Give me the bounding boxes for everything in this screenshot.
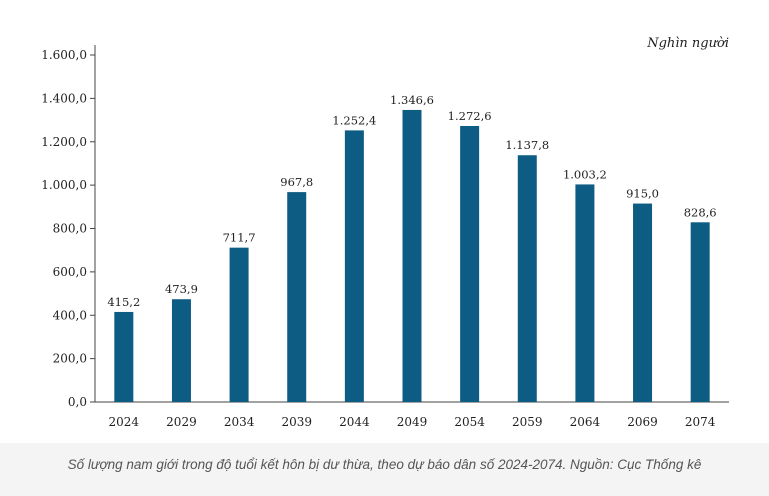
y-tick-label: 1.600,0 [41, 48, 87, 62]
y-tick-label: 0,0 [68, 395, 87, 409]
data-label-2059: 1.137,8 [505, 138, 549, 152]
figure-caption: Số lượng nam giới trong độ tuổi kết hôn … [67, 457, 702, 472]
x-axis: 2024 2029 2034 2039 2044 2049 2054 2059 2064 2069… [95, 401, 729, 429]
y-tick-label: 200,0 [53, 352, 87, 366]
bar-2034 [229, 247, 249, 402]
y-tick-label: 400,0 [53, 308, 87, 322]
x-tick-label-2029: 2029 [166, 415, 197, 429]
bar-2029 [171, 299, 191, 402]
x-tick-label-2049: 2049 [397, 415, 428, 429]
data-labels: 415,2 473,9 711,7 967,8 1.252,4 1.346,6 1.272,… [107, 93, 716, 309]
bar-2059 [517, 155, 537, 402]
unit-label: Nghìn người [646, 36, 729, 51]
data-label-2039: 967,8 [280, 175, 313, 189]
chart-frame: Nghìn người 0,0 200,0 400,0 600,0 800,0 1.000… [5, 0, 764, 444]
data-label-2034: 711,7 [223, 231, 256, 245]
x-tick-label-2064: 2064 [570, 415, 601, 429]
data-label-2029: 473,9 [165, 282, 198, 296]
bar-2064 [575, 184, 595, 402]
bars [114, 109, 710, 403]
bar-2024 [114, 311, 134, 402]
x-tick-label-2024: 2024 [109, 415, 140, 429]
x-tick-label-2039: 2039 [281, 415, 312, 429]
bar-2074 [690, 222, 710, 402]
bar-2069 [633, 203, 653, 402]
data-label-2064: 1.003,2 [563, 167, 607, 181]
x-tick-label-2074: 2074 [685, 415, 716, 429]
y-tick-label: 800,0 [53, 222, 87, 236]
bar-2044 [344, 130, 364, 403]
bar-2049 [402, 109, 422, 403]
data-label-2044: 1.252,4 [332, 113, 376, 127]
y-tick-label: 1.200,0 [41, 135, 87, 149]
x-tick-label-2034: 2034 [224, 415, 255, 429]
y-tick-label: 600,0 [53, 265, 87, 279]
x-tick-label-2069: 2069 [627, 415, 658, 429]
x-tick-label-2059: 2059 [512, 415, 543, 429]
data-label-2049: 1.346,6 [390, 93, 434, 107]
caption-area: Số lượng nam giới trong độ tuổi kết hôn … [0, 443, 769, 496]
bar-2039 [287, 192, 307, 402]
data-label-2024: 415,2 [107, 295, 140, 309]
x-tick-label-2054: 2054 [454, 415, 485, 429]
bar-chart: Nghìn người 0,0 200,0 400,0 600,0 800,0 1.000… [41, 36, 729, 429]
x-tick-label-2044: 2044 [339, 415, 370, 429]
data-label-2074: 828,6 [684, 205, 717, 219]
y-axis: 0,0 200,0 400,0 600,0 800,0 1.000,0 1.200,0 1.4… [41, 45, 96, 409]
bar-2054 [460, 126, 480, 402]
y-tick-label: 1.000,0 [41, 178, 87, 192]
data-label-2069: 915,0 [626, 187, 659, 201]
data-label-2054: 1.272,6 [448, 109, 492, 123]
y-tick-label: 1.400,0 [41, 91, 87, 105]
